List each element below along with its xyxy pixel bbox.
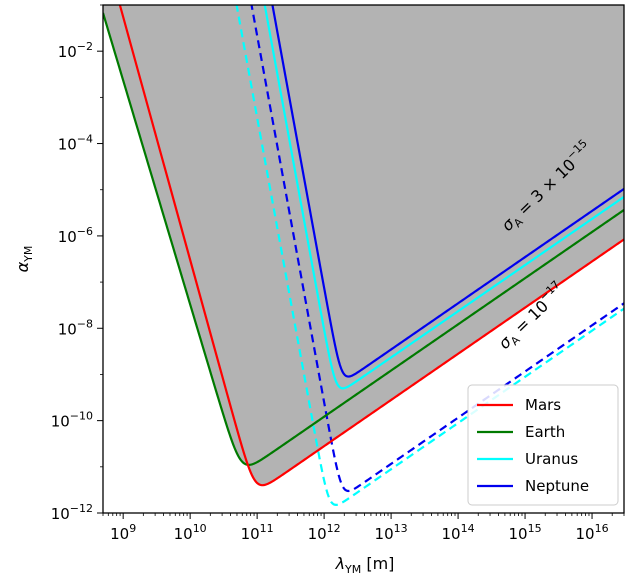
legend-label-neptune: Neptune xyxy=(525,477,589,495)
y-axis-ticks: 10−2 10−4 10−6 10−8 10−10 10−12 xyxy=(51,4,103,523)
x-axis-ticks: 109 1010 1011 1012 1013 1014 1015 1016 xyxy=(102,513,625,543)
legend: Mars Earth Uranus Neptune xyxy=(467,384,619,506)
y-tick-label: 10−12 xyxy=(51,502,93,523)
y-tick-label: 10−8 xyxy=(58,317,93,338)
legend-label-mars: Mars xyxy=(525,396,561,414)
y-tick-label: 10−2 xyxy=(58,40,93,61)
x-axis-label: λYM [m] xyxy=(335,554,395,576)
series-line-mars xyxy=(118,5,624,487)
excluded-region xyxy=(103,5,624,486)
x-tick-label: 1010 xyxy=(174,522,207,543)
y-tick-label: 10−6 xyxy=(58,225,93,246)
legend-box xyxy=(467,384,619,506)
x-tick-label: 1013 xyxy=(375,522,408,543)
series-line-earth xyxy=(103,12,624,466)
legend-label-earth: Earth xyxy=(525,423,565,441)
series-line-uranus-dashed xyxy=(235,5,624,506)
series-line-neptune xyxy=(271,5,624,378)
x-tick-label: 1015 xyxy=(509,522,542,543)
y-tick-label: 10−4 xyxy=(58,133,93,154)
curve-layer xyxy=(103,5,624,506)
y-axis-label: αYM xyxy=(13,246,35,273)
legend-label-uranus: Uranus xyxy=(525,450,578,468)
y-tick-label: 10−10 xyxy=(51,410,93,431)
plot-frame xyxy=(102,4,625,514)
series-line-uranus xyxy=(263,5,624,390)
excluded-region-layer xyxy=(103,5,624,486)
x-tick-label: 109 xyxy=(110,522,136,543)
x-tick-label: 1014 xyxy=(442,522,475,543)
x-tick-label: 1012 xyxy=(308,522,341,543)
x-tick-label: 1011 xyxy=(241,522,274,543)
series-line-neptune-dashed xyxy=(250,5,624,493)
x-tick-label: 1016 xyxy=(575,522,608,543)
